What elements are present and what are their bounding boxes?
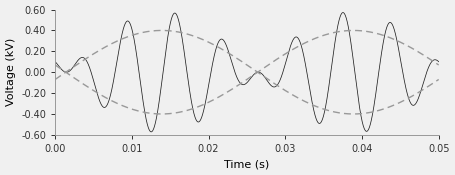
Y-axis label: Voltage (kV): Voltage (kV) [5, 38, 15, 106]
X-axis label: Time (s): Time (s) [224, 159, 269, 169]
